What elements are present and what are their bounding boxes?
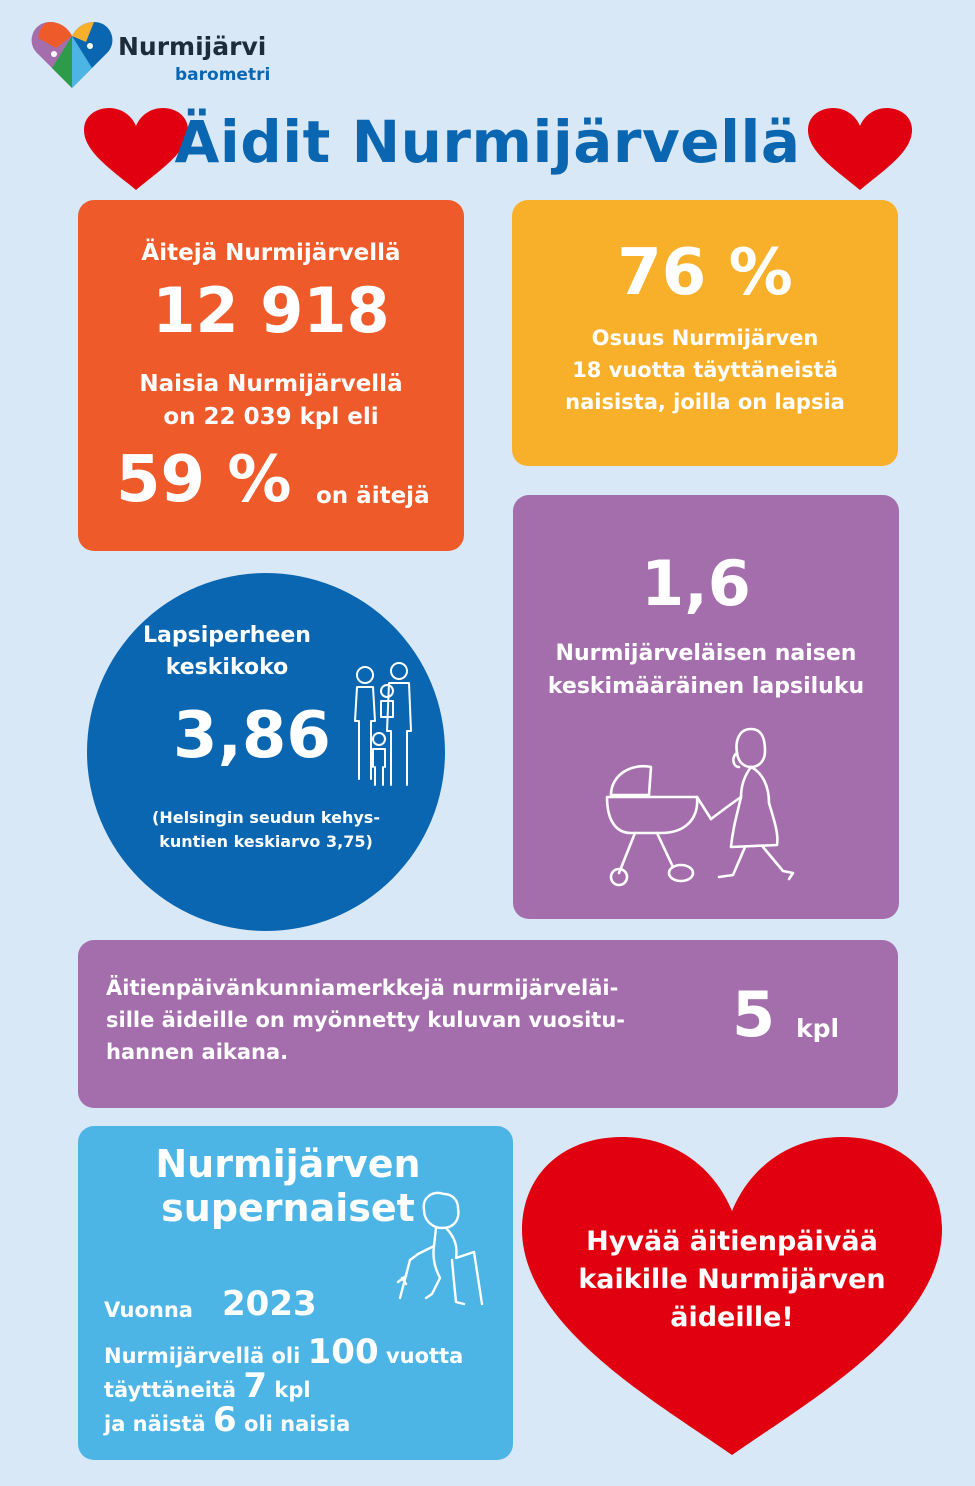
super-title1: Nurmijärven [155,1142,421,1186]
supernaiset-card: Nurmijärven supernaiset Vuonna 2023 Nurm… [78,1126,513,1460]
page-title: Äidit Nurmijärvellä [174,108,801,176]
super-line2: Nurmijärvellä oli 100 vuotta [104,1332,463,1372]
family-line1: Lapsiperheen [143,623,311,648]
heart-right-icon [808,108,912,190]
medals-unit: kpl [796,1014,840,1043]
share-card: 76 % Osuus Nurmijärven 18 vuotta täyttän… [512,200,898,466]
medals-line2: sille äideille on myönnetty kuluvan vuos… [106,1008,626,1032]
super-line4: ja näistä 6 oli naisia [104,1400,350,1440]
mothers-count: 12 918 [152,274,390,347]
super-line3a: täyttäneitä [104,1378,237,1402]
family-note1: (Helsingin seudun kehys- [152,808,380,827]
mother-with-stroller-icon [605,727,795,887]
super-line4c: oli naisia [244,1412,351,1436]
super-count-100: 100 [307,1332,379,1372]
super-count-6: 6 [213,1400,237,1440]
mothers-percent: 59 % [116,443,292,517]
greeting-line2: kaikille Nurmijärven [578,1264,886,1295]
women-line1: Naisia Nurmijärvellä [139,371,403,397]
greeting-heart-icon [521,1137,943,1455]
super-year: 2023 [222,1284,317,1324]
share-percent: 76 % [617,236,793,310]
medals-card: Äitienpäivänkunniamerkkejä nurmijärveläi… [78,940,898,1108]
greeting-line3: äideille! [670,1302,794,1333]
mothers-label: Äitejä Nurmijärvellä [141,240,401,266]
family-size-circle: Lapsiperheen keskikoko 3,86 (Helsingin s… [87,573,445,931]
barometri-logo: Nurmijärvi barometri [30,18,290,90]
medals-value: 5 [732,978,776,1051]
share-line1: Osuus Nurmijärven [591,326,819,350]
super-vuonna: Vuonna [104,1298,193,1322]
super-title2: supernaiset [161,1186,415,1230]
colorful-heart-logo-icon [31,22,113,88]
super-line2a: Nurmijärvellä oli [104,1344,301,1368]
share-line3: naisista, joilla on lapsia [565,390,845,414]
share-line2: 18 vuotta täyttäneistä [572,358,838,382]
elderly-walker-icon [396,1191,484,1306]
super-line2c: vuotta [385,1344,464,1368]
family-value: 3,86 [173,699,331,773]
logo-subtitle: barometri [175,65,271,85]
super-line4a: ja näistä [104,1412,206,1436]
mothers-card: Äitejä Nurmijärvellä 12 918 Naisia Nurmi… [78,200,464,551]
children-line2: keskimääräinen lapsiluku [547,674,865,699]
children-card: 1,6 Nurmijärveläisen naisen keskimääräin… [513,495,899,919]
greeting-line1: Hyvää äitienpäivää [586,1226,878,1257]
family-line2: keskikoko [165,655,289,680]
family-note2: kuntien keskiarvo 3,75) [159,832,373,851]
super-line3: täyttäneitä 7 kpl [104,1366,311,1406]
heart-left-icon [84,108,188,190]
women-line2: on 22 039 kpl eli [163,404,379,430]
children-value: 1,6 [641,547,751,620]
logo-name: Nurmijärvi [118,32,267,61]
mothers-percent-suffix: on äitejä [316,483,430,509]
children-line1: Nurmijärveläisen naisen [555,641,857,666]
super-line3c: kpl [274,1378,311,1402]
medals-line3: hannen aikana. [106,1040,289,1064]
super-count-7: 7 [243,1366,268,1406]
family-icon [354,662,412,786]
medals-line1: Äitienpäivänkunniamerkkejä nurmijärveläi… [106,976,619,1000]
